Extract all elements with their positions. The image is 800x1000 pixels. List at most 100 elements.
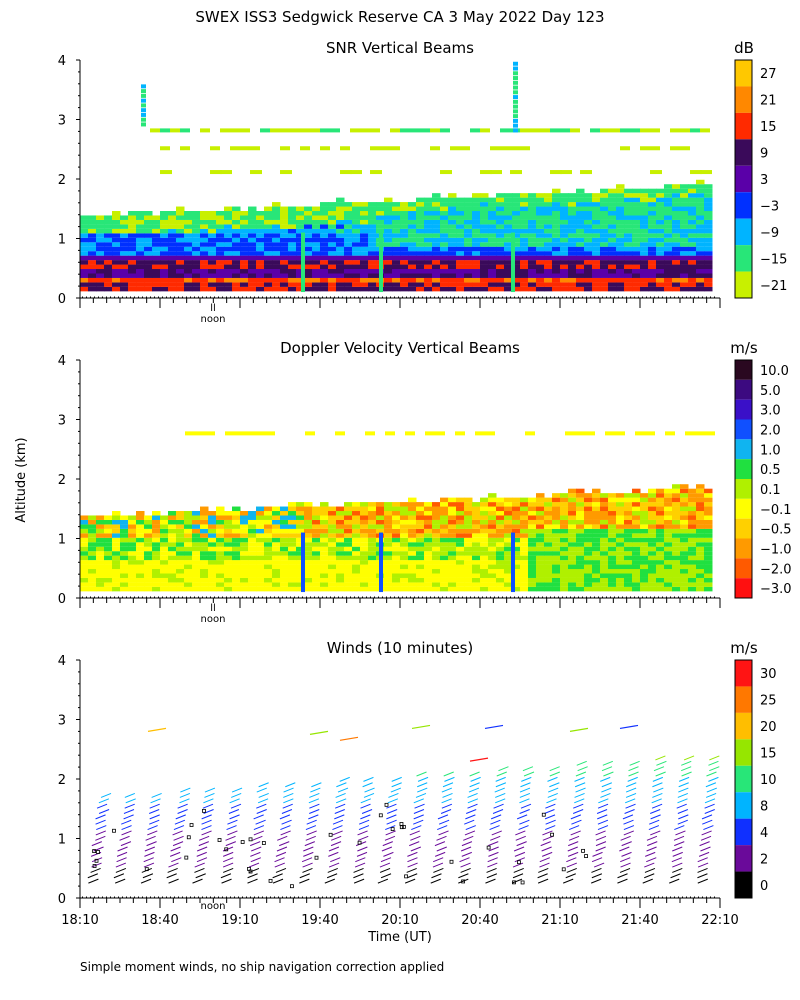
doppler-cell <box>352 586 361 592</box>
snr-cell <box>432 277 441 283</box>
snr-cell <box>512 193 521 198</box>
wind-barb <box>274 857 285 863</box>
snr-cell <box>648 269 657 274</box>
wind-barb <box>600 792 611 798</box>
snr-cell <box>616 233 625 238</box>
doppler-cell <box>552 537 561 543</box>
wind-barb <box>116 851 128 857</box>
doppler-cell <box>448 497 457 503</box>
wind-barb <box>414 803 425 809</box>
snr-cell <box>384 242 393 247</box>
doppler-cell <box>440 497 449 503</box>
snr-cell <box>544 210 553 216</box>
doppler-cell <box>264 506 273 512</box>
doppler-cell <box>448 582 457 587</box>
doppler-cell <box>320 582 329 587</box>
snr-cell <box>176 242 185 247</box>
snr-cell <box>248 260 257 265</box>
snr-cell <box>672 260 681 265</box>
doppler-cell <box>528 586 537 592</box>
snr-cell <box>688 233 697 238</box>
doppler-cell <box>288 582 297 587</box>
doppler-cell <box>176 533 185 538</box>
doppler-cell <box>456 497 465 503</box>
snr-cell <box>528 228 537 234</box>
doppler-cell <box>424 524 433 529</box>
snr-cell <box>424 242 433 247</box>
wind-barb <box>672 862 683 868</box>
doppler-cell <box>416 551 425 556</box>
snr-cell <box>456 210 465 216</box>
doppler-cell <box>425 431 435 436</box>
wind-barb <box>492 809 504 814</box>
x-tick-label: 21:10 <box>541 913 578 928</box>
doppler-cell <box>336 564 345 570</box>
snr-cell <box>368 228 377 234</box>
doppler-cell <box>496 551 505 556</box>
snr-cell <box>688 210 697 216</box>
doppler-cell <box>248 546 257 552</box>
doppler-cell <box>400 564 409 570</box>
calm-marker <box>224 847 229 852</box>
snr-cell <box>248 246 257 252</box>
doppler-cell <box>104 542 113 547</box>
doppler-cell <box>496 542 505 547</box>
snr-cell <box>272 237 281 243</box>
doppler-cell <box>96 524 105 529</box>
doppler-cell <box>344 555 353 561</box>
doppler-cell <box>352 533 361 538</box>
snr-cell <box>656 193 665 198</box>
snr-cell <box>680 202 689 207</box>
colorbar-label: 4 <box>760 826 768 841</box>
snr-cell <box>304 264 313 270</box>
doppler-cell <box>504 515 513 520</box>
doppler-cell <box>528 555 537 561</box>
doppler-cell <box>232 533 241 538</box>
snr-cell <box>616 260 625 265</box>
snr-cell <box>568 242 577 247</box>
doppler-cell <box>240 519 249 525</box>
doppler-cell <box>272 582 281 587</box>
snr-cell <box>616 215 625 220</box>
snr-cell <box>688 246 697 252</box>
doppler-cell <box>424 528 433 534</box>
wind-barb <box>624 809 635 814</box>
doppler-cell <box>672 551 681 556</box>
wind-barb <box>192 878 203 884</box>
snr-cell <box>240 251 249 256</box>
snr-cell <box>513 61 518 66</box>
snr-cell <box>392 210 401 216</box>
snr-cell <box>584 193 593 198</box>
doppler-cell <box>232 510 241 516</box>
doppler-cell <box>688 502 697 507</box>
snr-cell <box>328 219 337 225</box>
wind-barb <box>253 825 265 831</box>
snr-cell <box>304 219 313 225</box>
doppler-cell <box>360 586 369 592</box>
doppler-cell <box>336 546 345 552</box>
doppler-cell <box>576 542 585 547</box>
wind-barb <box>490 819 501 825</box>
doppler-cell <box>472 577 481 583</box>
snr-cell <box>360 210 369 216</box>
doppler-cell <box>304 577 313 583</box>
doppler-cell <box>592 582 601 587</box>
snr-cell <box>520 228 529 234</box>
wind-barb <box>147 727 167 732</box>
snr-cell <box>168 219 177 225</box>
wind-barb <box>172 830 183 836</box>
snr-cell <box>688 224 697 229</box>
doppler-cell <box>392 546 401 552</box>
doppler-cell <box>184 560 193 565</box>
snr-cell <box>96 219 105 225</box>
snr-cell <box>688 255 697 261</box>
doppler-cell <box>464 582 473 587</box>
snr-cell <box>632 277 641 283</box>
snr-cell <box>592 202 601 207</box>
snr-cell <box>376 224 385 229</box>
doppler-cell <box>592 546 601 552</box>
doppler-cell <box>272 515 281 520</box>
doppler-cell <box>368 524 377 529</box>
doppler-cell <box>304 551 313 556</box>
